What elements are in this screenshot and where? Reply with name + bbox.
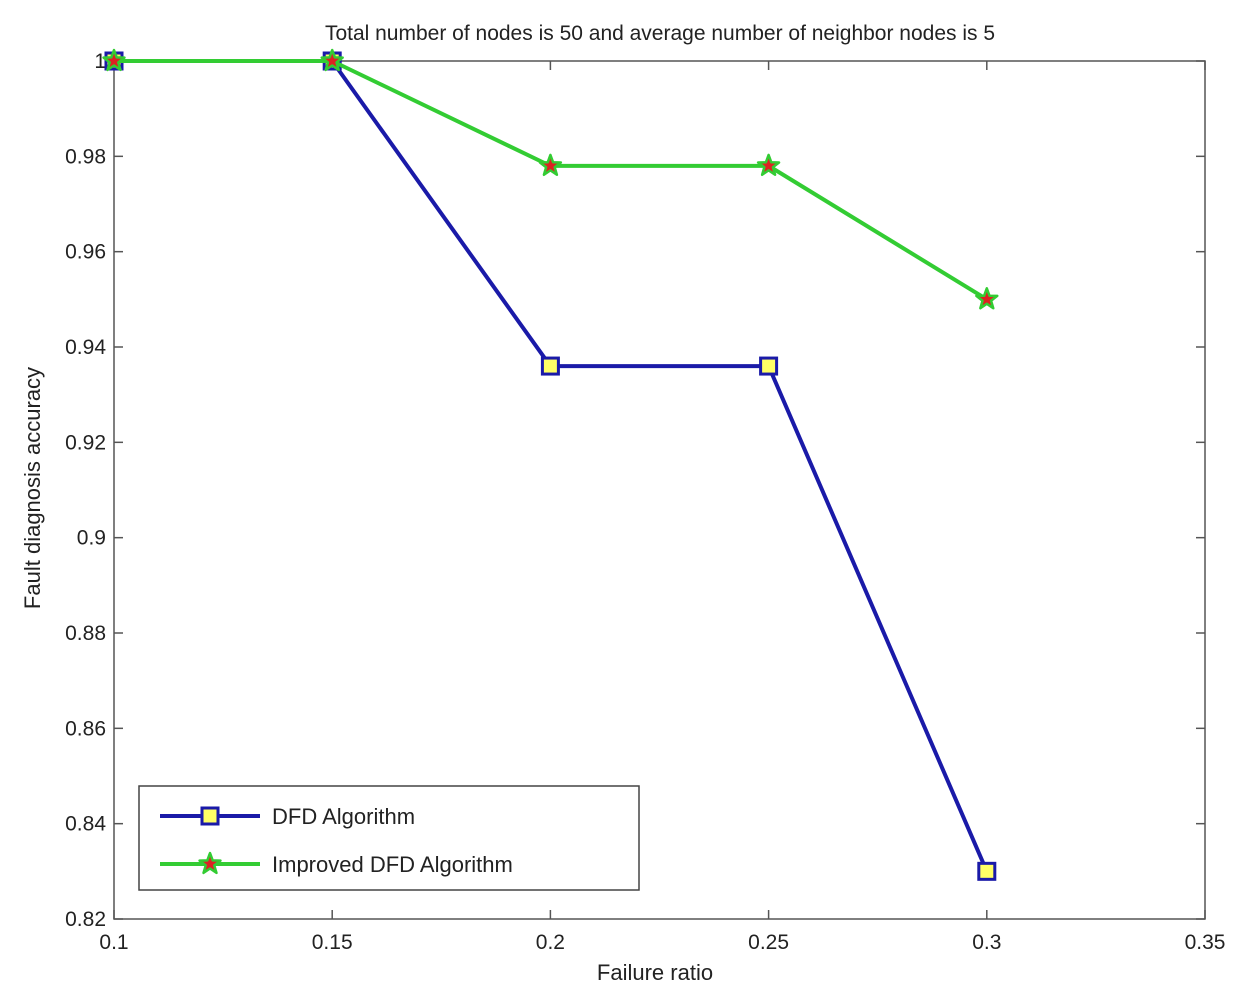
y-tick-label: 0.94 [65, 336, 106, 359]
data-point [102, 48, 126, 72]
legend: DFD Algorithm Improved DFD Algorithm [138, 785, 640, 891]
y-tick-label: 1 [94, 50, 106, 73]
axis-tick-labels: 0.1 0.15 0.2 0.25 0.3 0.35 0.82 0.84 0.86 0.88 0.9… [65, 50, 1225, 954]
data-point [759, 356, 779, 376]
axis-ticks [113, 60, 1206, 920]
y-tick-label: 0.86 [65, 717, 106, 740]
data-point [538, 153, 563, 177]
x-axis-label: Failure ratio [597, 960, 713, 985]
y-axis-label: Fault diagnosis accuracy [20, 367, 45, 609]
x-tick-label: 0.25 [748, 931, 789, 954]
chart-title: Total number of nodes is 50 and average … [325, 22, 995, 45]
y-tick-label: 0.96 [65, 241, 106, 264]
x-tick-label: 0.1 [99, 931, 128, 954]
y-tick-label: 0.9 [77, 527, 106, 550]
y-tick-label: 0.82 [65, 908, 106, 931]
plot-area-frame [113, 60, 1206, 920]
y-tick-label: 0.92 [65, 431, 106, 454]
legend-marker [198, 851, 222, 875]
data-point [975, 287, 999, 310]
x-tick-label: 0.35 [1185, 931, 1226, 954]
data-point [320, 48, 344, 72]
legend-marker [200, 806, 220, 826]
series-2 [102, 48, 999, 310]
x-tick-label: 0.3 [972, 931, 1001, 954]
legend-label: DFD Algorithm [272, 804, 415, 829]
data-point [977, 861, 997, 881]
y-tick-label: 0.84 [65, 813, 106, 836]
x-tick-label: 0.15 [312, 931, 353, 954]
y-tick-label: 0.88 [65, 622, 106, 645]
y-tick-label: 0.98 [65, 145, 106, 168]
series-layer [102, 48, 999, 881]
x-tick-label: 0.2 [536, 931, 565, 954]
legend-box [138, 785, 640, 891]
legend-label: Improved DFD Algorithm [272, 852, 513, 877]
data-point [540, 356, 560, 376]
data-point [756, 153, 781, 177]
